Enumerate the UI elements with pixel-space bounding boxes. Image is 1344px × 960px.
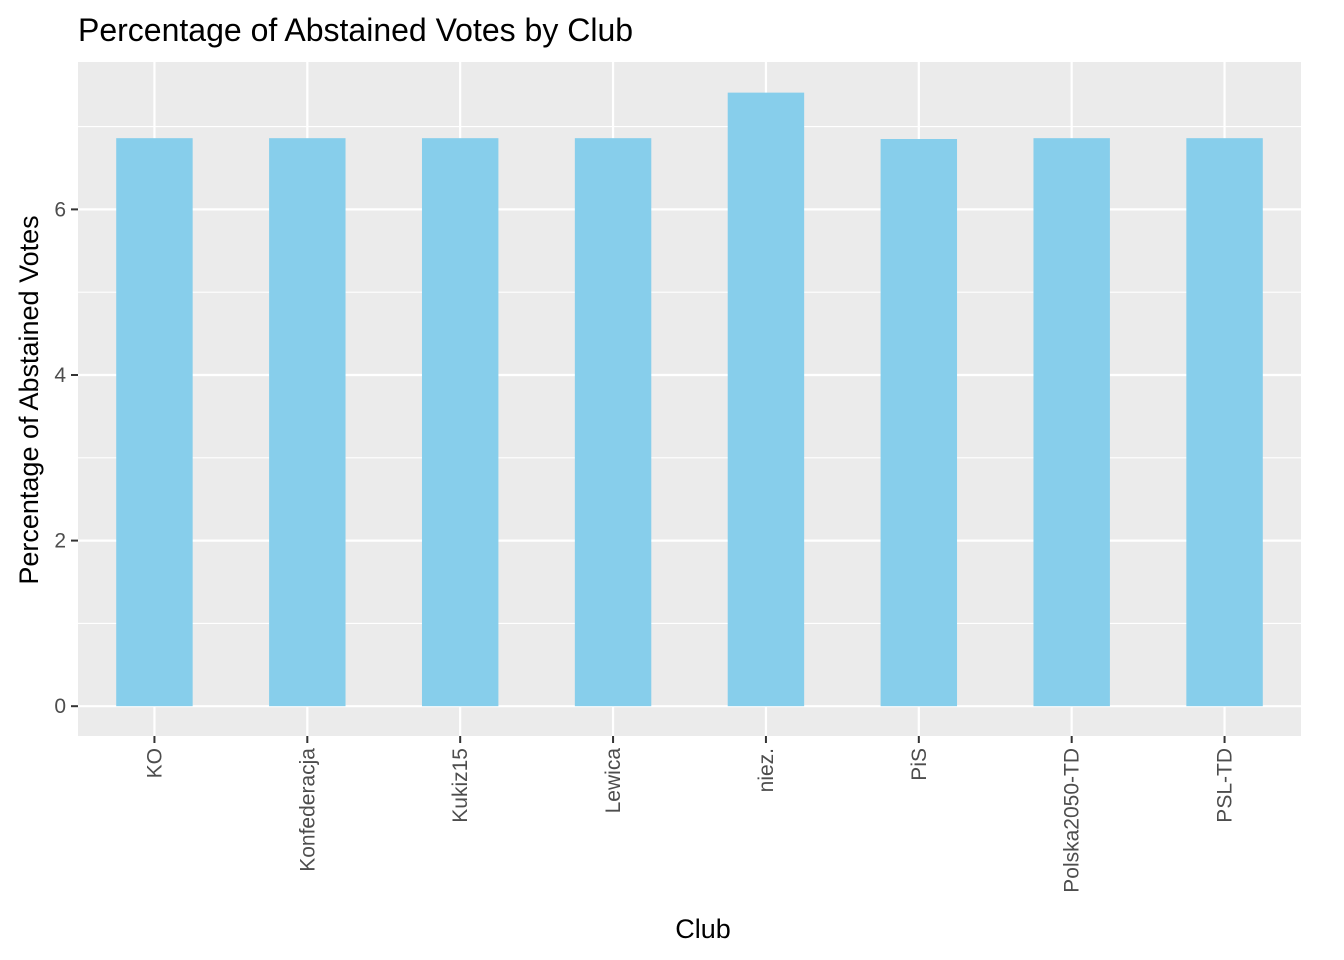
bar [1186,138,1263,707]
plot-panel [78,62,1301,736]
y-tick-label: 4 [54,364,66,387]
chart-title: Percentage of Abstained Votes by Club [78,12,633,48]
bar [574,138,652,707]
y-tick-label: 6 [54,198,66,221]
bar [1033,138,1110,707]
y-axis: 0 2 4 6 [54,198,78,718]
x-axis-title: Club [675,914,731,944]
x-axis: KO Konfederacja Kukiz15 Lewica niez. PiS Polsk… [143,736,1237,893]
y-tick-label: 2 [54,530,66,553]
x-tick-label: Kukiz15 [449,748,472,823]
x-tick-label: niez. [755,748,778,792]
x-tick-label: PiS [908,748,931,781]
bar [116,138,193,707]
y-axis-title: Percentage of Abstained Votes [14,215,44,584]
x-tick-label: Konfederacja [296,748,319,872]
x-tick-label: Lewica [602,748,625,814]
x-tick-label: KO [143,748,166,778]
y-tick-label: 0 [54,695,66,718]
bar [421,138,499,707]
bar [269,138,346,707]
x-tick-label: Polska2050-TD [1061,748,1084,893]
bars [116,92,1263,707]
bar [727,92,805,707]
x-tick-label: PSL-TD [1214,748,1237,823]
bar [880,139,958,707]
